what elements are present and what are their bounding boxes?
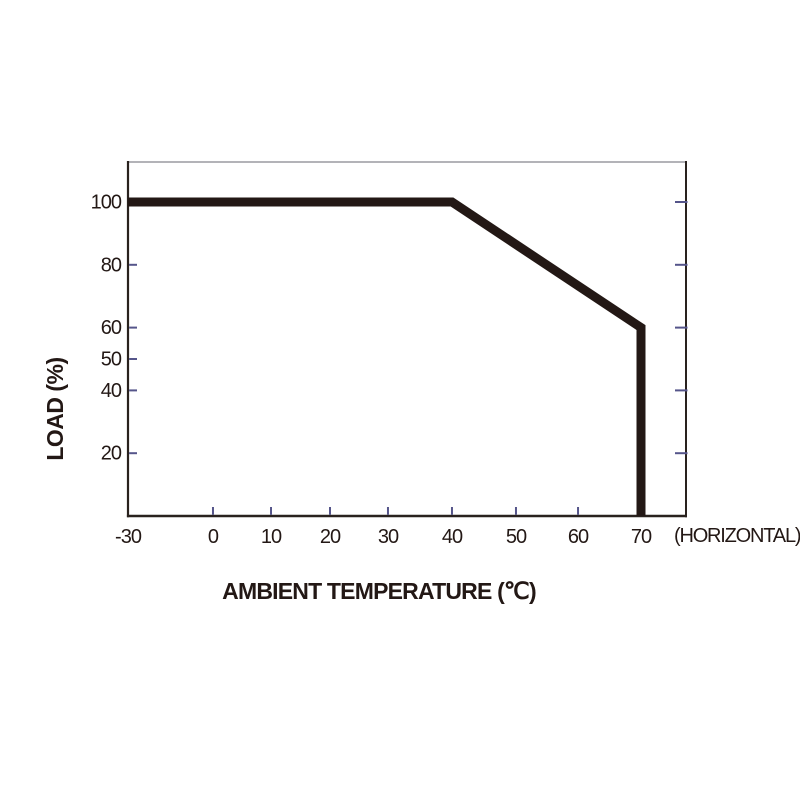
y-tick-label: 20: [101, 443, 122, 465]
derating-curve: [128, 197, 646, 516]
x-tick-label: 30: [378, 526, 399, 548]
axis-tick-labels: -30 0 10 20 30 40 50 60 70 20 40 50 60 80 100: [91, 192, 653, 549]
y-axis-title: LOAD (%): [42, 357, 68, 461]
horizontal-axis-annotation: (HORIZONTAL): [674, 525, 800, 547]
axis-ticks: [129, 201, 688, 515]
y-tick-label: 60: [101, 317, 122, 339]
x-tick-label: 20: [320, 526, 341, 548]
x-tick-label: 70: [631, 526, 652, 548]
x-tick-label: 60: [568, 526, 589, 548]
x-tick-label: 40: [442, 526, 463, 548]
y-tick-label: 40: [101, 380, 122, 402]
x-tick-label: -30: [115, 526, 142, 548]
x-tick-label: 0: [208, 526, 219, 548]
x-tick-label: 10: [261, 526, 282, 548]
plot-spines: [126, 161, 687, 518]
y-tick-label: 100: [91, 192, 122, 214]
load-derating-line: [128, 197, 646, 516]
y-tick-label: 80: [101, 254, 122, 276]
x-axis-title: AMBIENT TEMPERATURE (℃): [222, 578, 536, 604]
y-tick-label: 50: [101, 349, 122, 371]
x-tick-label: 50: [506, 526, 527, 548]
